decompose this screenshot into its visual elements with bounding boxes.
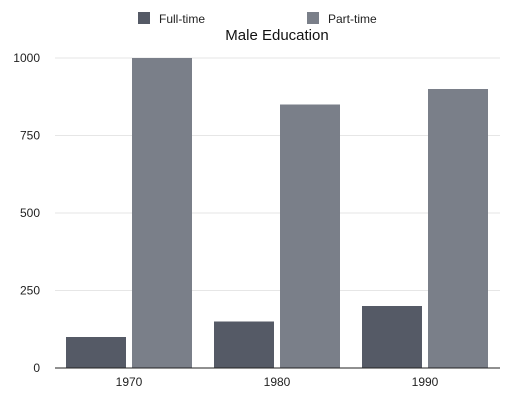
- bar-part-time-1970: [132, 58, 192, 368]
- y-tick-label: 500: [20, 206, 40, 220]
- y-tick-label: 250: [20, 284, 40, 298]
- x-tick-label: 1970: [116, 375, 143, 389]
- bars: [66, 58, 488, 368]
- legend-swatch-part-time: [307, 12, 319, 24]
- y-axis-ticks: 0 250 500 750 1000: [13, 51, 40, 375]
- chart-title: Male Education: [225, 27, 328, 44]
- y-tick-label: 1000: [13, 51, 40, 65]
- x-axis-ticks: 1970 1980 1990: [116, 375, 439, 389]
- bar-full-time-1970: [66, 337, 126, 368]
- y-tick-label: 750: [20, 129, 40, 143]
- bar-full-time-1980: [214, 321, 274, 368]
- gridlines: [55, 57, 500, 291]
- bar-part-time-1980: [280, 104, 340, 368]
- legend-label-full-time: Full-time: [159, 12, 205, 26]
- bar-full-time-1990: [362, 306, 422, 368]
- x-tick-label: 1990: [412, 375, 439, 389]
- legend-label-part-time: Part-time: [328, 12, 377, 26]
- y-tick-label: 0: [33, 361, 40, 375]
- legend: Full-time Part-time: [138, 12, 377, 26]
- bar-part-time-1990: [428, 89, 488, 368]
- x-tick-label: 1980: [264, 375, 291, 389]
- legend-swatch-full-time: [138, 12, 150, 24]
